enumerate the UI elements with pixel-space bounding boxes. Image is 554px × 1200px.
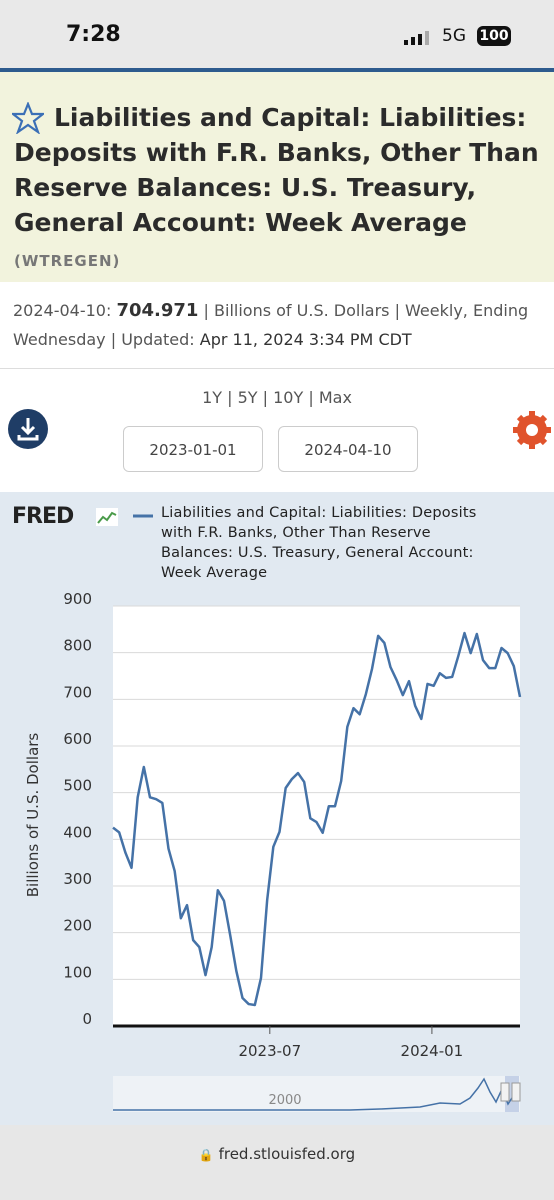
separator: | (262, 388, 269, 407)
status-bar: 7:28 5G 100 (0, 0, 554, 68)
y-tick-label: 100 (63, 963, 92, 981)
x-tick-label: 2023-07 (238, 1042, 301, 1060)
obs-value: 704.971 (116, 300, 199, 321)
separator: | (308, 388, 314, 407)
navigator-handle (500, 1082, 510, 1102)
url[interactable]: fred.stlouisfed.org (218, 1145, 356, 1163)
range-link[interactable]: Max (318, 388, 352, 407)
logo-icon (96, 508, 118, 526)
end-date-input[interactable]: 2024-04-10 (278, 426, 418, 472)
navigator-background (113, 1076, 520, 1112)
updated: Apr 11, 2024 3:34 PM CDT (199, 330, 412, 349)
navigator-handle (511, 1082, 521, 1102)
plot-background (113, 606, 520, 1026)
y-tick-label: 800 (63, 637, 92, 655)
y-tick-label: 400 (63, 823, 92, 841)
divider (0, 368, 554, 369)
series-header: Liabilities and Capital: Liabilities: De… (0, 68, 554, 282)
data-line (112, 631, 522, 1007)
navigator: 2000 (113, 1076, 521, 1112)
title-text: Liabilities and Capital: Liabilities: De… (14, 103, 539, 237)
fred-logo: FRED (12, 504, 74, 529)
settings-button[interactable] (511, 409, 553, 451)
y-tick-label: 500 (63, 777, 92, 795)
y-tick-label: 700 (63, 683, 92, 701)
signal-icon (404, 31, 429, 45)
range-link[interactable]: 1Y (202, 388, 223, 407)
units: | Billions of U.S. Dollars | Weekly, End… (13, 301, 529, 349)
x-tick-label: 2024-01 (401, 1042, 464, 1060)
lock-icon: 🔒 (198, 1148, 214, 1162)
navigator-label: 2000 (268, 1093, 301, 1108)
start-date-input[interactable]: 2023-01-01 (123, 426, 263, 472)
y-tick-label: 200 (63, 917, 92, 935)
separator: | (227, 388, 233, 407)
range-link[interactable]: 5Y (237, 388, 258, 407)
y-tick-label: 900 (63, 590, 92, 608)
obs-date: 2024-04-10: (13, 301, 112, 320)
download-button[interactable] (7, 408, 49, 450)
range-links: 1Y | 5Y | 10Y | Max (0, 388, 554, 407)
series-id: (WTREGEN) (14, 252, 121, 270)
url-bar: 🔒 fred.stlouisfed.org (0, 1125, 554, 1200)
clock: 7:28 (66, 22, 121, 47)
y-tick-label: 0 (82, 1010, 92, 1028)
y-tick-label: 600 (63, 730, 92, 748)
observation-info: 2024-04-10: 704.971 | Billions of U.S. D… (13, 296, 543, 354)
star-icon[interactable] (12, 102, 44, 134)
y-tick-label: 300 (63, 870, 92, 888)
network: 5G (442, 26, 466, 46)
legend-text: Liabilities and Capital: Liabilities: De… (161, 505, 477, 581)
chart: Billions of U.S. Dollars 0 100 200 300 400 50… (24, 514, 522, 1112)
series-title: Liabilities and Capital: Liabilities: De… (14, 100, 544, 279)
range-link[interactable]: 10Y (273, 388, 304, 407)
battery: 100 (477, 26, 511, 46)
y-axis-label: Billions of U.S. Dollars (24, 733, 42, 898)
